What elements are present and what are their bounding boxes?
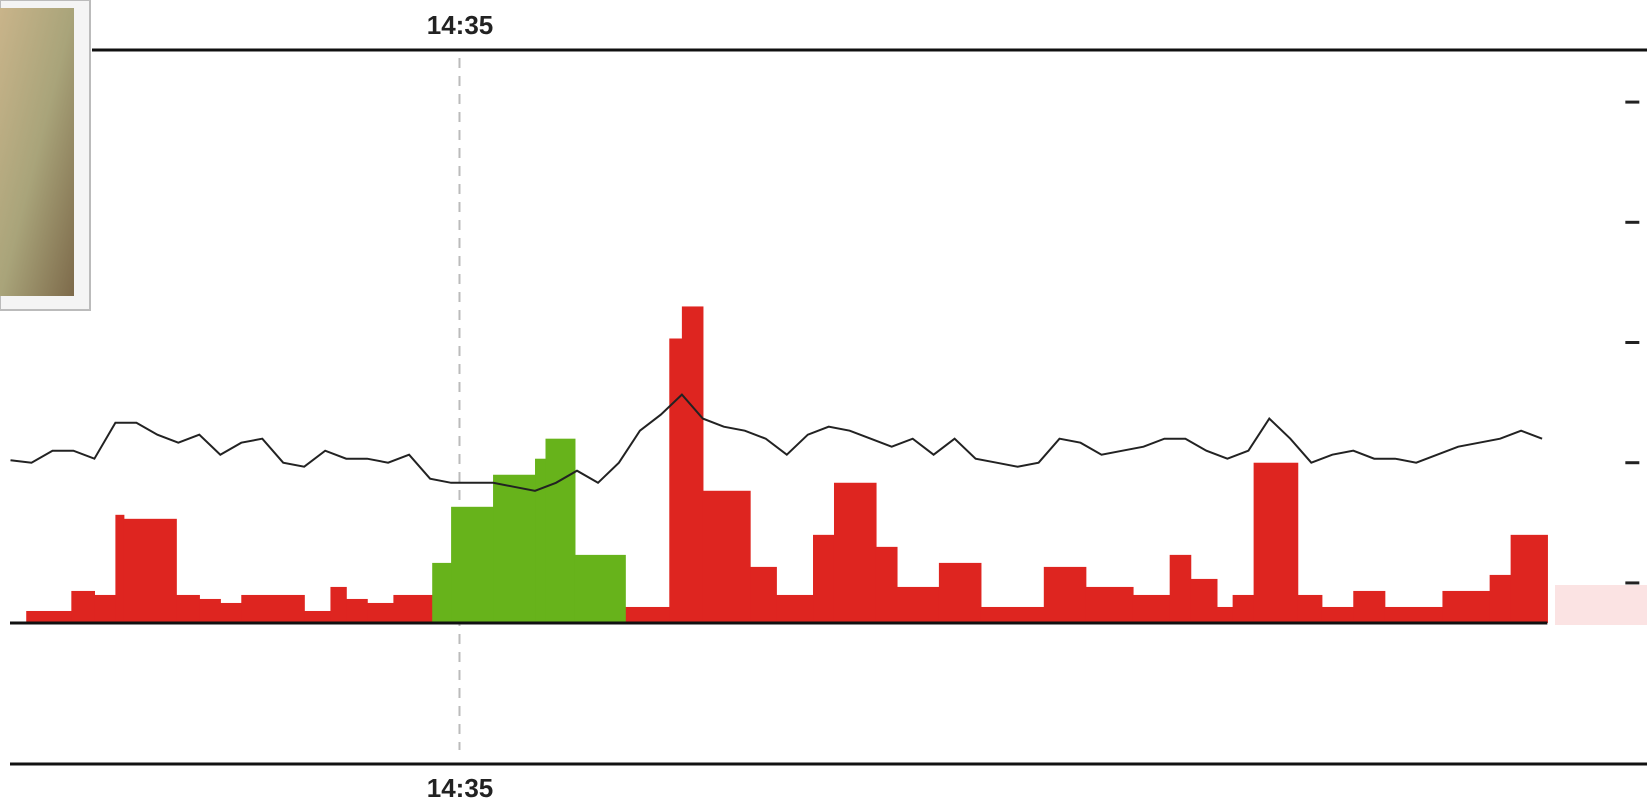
bar: [535, 459, 546, 623]
bar: [199, 599, 221, 623]
bar: [546, 439, 576, 623]
bar: [1170, 555, 1192, 623]
bar: [682, 306, 704, 623]
bar: [1191, 579, 1218, 623]
bar: [1044, 567, 1087, 623]
line-series: [11, 395, 1543, 491]
bar: [1385, 607, 1443, 623]
bar: [897, 587, 940, 623]
bar: [813, 535, 835, 623]
bar: [26, 611, 72, 623]
bar: [367, 603, 394, 623]
bar: [1490, 575, 1512, 623]
bar: [834, 483, 877, 623]
bar: [115, 515, 124, 623]
faded-area: [1555, 585, 1647, 625]
bar: [1353, 591, 1385, 623]
bar: [1254, 463, 1299, 623]
bar: [393, 595, 432, 623]
bar: [451, 507, 494, 623]
bar: [981, 607, 1045, 623]
bar: [330, 587, 346, 623]
thumbnail-photo: [0, 8, 74, 296]
bar: [304, 611, 331, 623]
bar: [176, 595, 200, 623]
bar: [1442, 591, 1490, 623]
page: {"chart_data": { "type": "histogram", "t…: [0, 0, 1647, 809]
bar: [124, 519, 177, 623]
chart: 14:35 14:35 306090120150: [0, 0, 1647, 809]
bar: [1133, 595, 1170, 623]
bar: [432, 563, 451, 623]
bar: [939, 563, 982, 623]
bar: [1086, 587, 1134, 623]
bar: [575, 555, 626, 623]
bar: [94, 595, 116, 623]
time-label-bottom: 14:35: [427, 773, 494, 803]
bar: [241, 595, 305, 623]
bar: [1217, 607, 1233, 623]
bar: [876, 547, 898, 623]
bar: [1322, 607, 1354, 623]
bar: [346, 599, 368, 623]
bar: [220, 603, 242, 623]
bar: [625, 607, 670, 623]
bar: [750, 567, 777, 623]
bar: [1233, 595, 1255, 623]
bar: [493, 475, 536, 623]
bar: [1511, 535, 1548, 623]
bar: [669, 339, 682, 623]
bar: [71, 591, 95, 623]
bar: [703, 491, 751, 623]
time-label-top: 14:35: [427, 10, 494, 40]
bar: [1298, 595, 1323, 623]
bar: [776, 595, 813, 623]
